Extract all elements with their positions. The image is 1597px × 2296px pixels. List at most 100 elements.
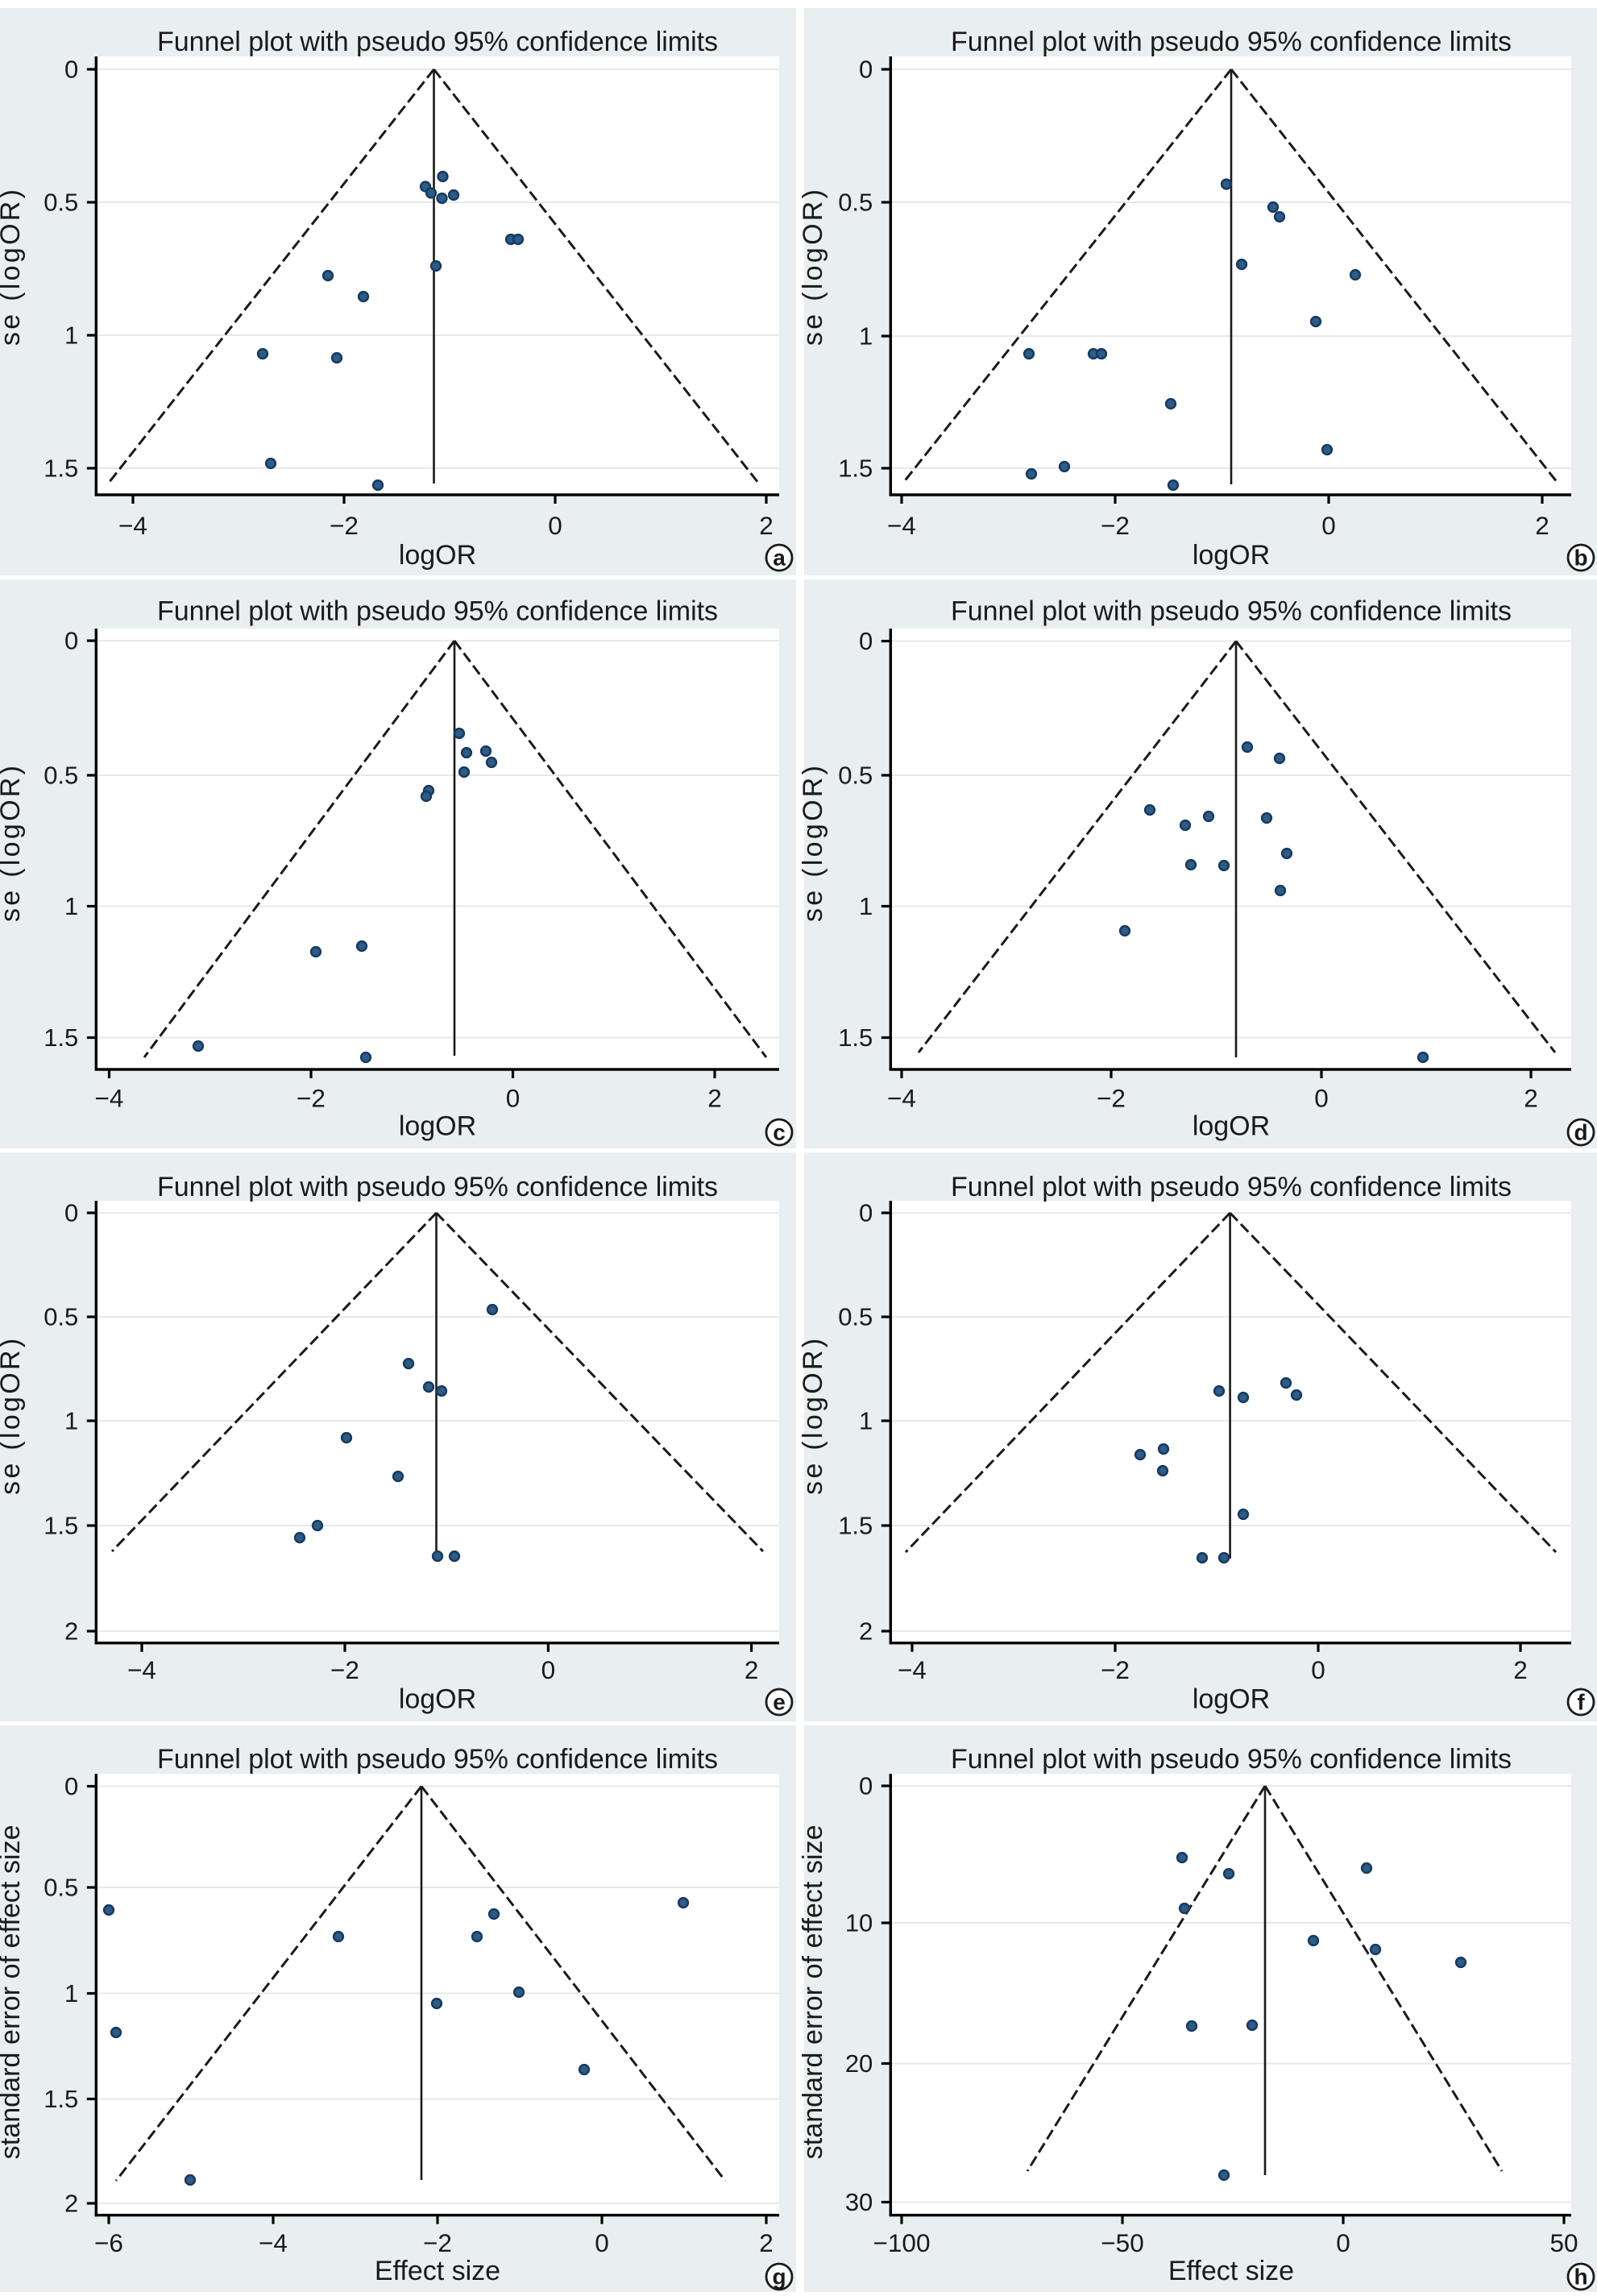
svg-text:−2: −2: [297, 1084, 326, 1113]
svg-text:b: b: [1574, 546, 1587, 571]
svg-text:−2: −2: [330, 511, 359, 540]
svg-text:2: 2: [64, 1617, 78, 1646]
svg-text:0: 0: [64, 1772, 78, 1800]
svg-text:logOR: logOR: [1193, 540, 1270, 571]
svg-text:−4: −4: [95, 1084, 124, 1113]
svg-text:2: 2: [759, 511, 774, 540]
svg-text:0: 0: [1311, 1655, 1325, 1684]
svg-text:1.5: 1.5: [44, 455, 78, 483]
svg-text:−4: −4: [887, 511, 916, 540]
svg-text:2: 2: [64, 2190, 78, 2218]
svg-text:−2: −2: [1101, 1655, 1130, 1684]
svg-text:10: 10: [845, 1909, 873, 1937]
svg-text:1: 1: [64, 1407, 78, 1435]
svg-text:1.5: 1.5: [838, 455, 873, 483]
svg-text:Funnel plot with pseudo 95% co: Funnel plot with pseudo 95% confidence l…: [951, 1172, 1512, 1202]
svg-text:logOR: logOR: [1193, 1684, 1270, 1715]
svg-text:Funnel plot with pseudo 95% co: Funnel plot with pseudo 95% confidence l…: [157, 1172, 718, 1202]
svg-text:0: 0: [64, 1199, 78, 1227]
svg-text:logOR: logOR: [399, 540, 476, 571]
svg-text:Funnel plot with pseudo 95% co: Funnel plot with pseudo 95% confidence l…: [157, 596, 718, 627]
svg-text:standard error of effect size: standard error of effect size: [0, 1825, 26, 2159]
svg-text:Effect size: Effect size: [1168, 2256, 1294, 2286]
svg-text:0: 0: [548, 511, 562, 540]
svg-text:50: 50: [1549, 2228, 1578, 2257]
svg-text:1.5: 1.5: [44, 2085, 78, 2113]
svg-text:1.5: 1.5: [838, 1512, 873, 1540]
svg-text:Funnel plot with pseudo 95% co: Funnel plot with pseudo 95% confidence l…: [951, 27, 1512, 57]
svg-text:−50: −50: [1101, 2228, 1143, 2257]
svg-text:se (logOR): se (logOR): [798, 1339, 828, 1495]
svg-text:1.5: 1.5: [838, 1023, 873, 1052]
svg-text:0: 0: [859, 1772, 873, 1800]
svg-text:0: 0: [859, 1199, 873, 1227]
svg-text:0: 0: [1314, 1084, 1329, 1113]
svg-text:2: 2: [859, 1617, 873, 1646]
svg-text:d: d: [1574, 1120, 1587, 1145]
svg-text:0: 0: [64, 627, 78, 655]
svg-text:0.5: 0.5: [838, 762, 873, 790]
svg-text:se (logOR): se (logOR): [798, 189, 828, 346]
svg-text:−2: −2: [1101, 511, 1130, 540]
svg-text:1: 1: [859, 892, 873, 920]
svg-text:Funnel plot with pseudo 95% co: Funnel plot with pseudo 95% confidence l…: [157, 27, 718, 57]
svg-text:0: 0: [1336, 2228, 1350, 2257]
svg-text:2: 2: [1524, 1084, 1538, 1113]
svg-text:0: 0: [64, 56, 78, 84]
svg-text:−4: −4: [118, 511, 147, 540]
svg-text:se (logOR): se (logOR): [0, 189, 26, 346]
svg-text:Funnel plot with pseudo 95% co: Funnel plot with pseudo 95% confidence l…: [951, 1744, 1512, 1775]
svg-text:−2: −2: [330, 1655, 359, 1684]
svg-text:logOR: logOR: [1193, 1111, 1270, 1142]
svg-text:0.5: 0.5: [838, 1303, 873, 1331]
svg-text:0.5: 0.5: [44, 762, 78, 790]
svg-text:0: 0: [541, 1655, 556, 1684]
svg-text:0: 0: [595, 2228, 609, 2257]
svg-text:standard error of effect size: standard error of effect size: [798, 1825, 828, 2159]
svg-text:e: e: [773, 1690, 786, 1715]
svg-text:g: g: [772, 2265, 786, 2290]
svg-text:a: a: [773, 546, 786, 571]
svg-text:0: 0: [859, 56, 873, 84]
svg-text:−4: −4: [127, 1655, 156, 1684]
svg-text:2: 2: [759, 2228, 774, 2257]
svg-text:1: 1: [64, 1979, 78, 2007]
svg-text:se (logOR): se (logOR): [0, 1339, 26, 1495]
svg-text:1.5: 1.5: [44, 1512, 78, 1540]
svg-text:0: 0: [1321, 511, 1336, 540]
svg-text:Funnel plot with pseudo 95% co: Funnel plot with pseudo 95% confidence l…: [157, 1744, 718, 1775]
svg-text:1: 1: [64, 322, 78, 350]
svg-text:−2: −2: [423, 2228, 452, 2257]
svg-text:30: 30: [845, 2188, 873, 2216]
svg-text:h: h: [1574, 2265, 1587, 2290]
svg-text:Funnel plot with pseudo 95% co: Funnel plot with pseudo 95% confidence l…: [951, 596, 1512, 627]
svg-text:−4: −4: [887, 1084, 916, 1113]
svg-text:0: 0: [506, 1084, 521, 1113]
svg-text:20: 20: [845, 2049, 873, 2078]
svg-text:−4: −4: [898, 1655, 927, 1684]
svg-text:1: 1: [859, 1407, 873, 1435]
svg-text:se (logOR): se (logOR): [0, 766, 26, 922]
svg-text:0.5: 0.5: [44, 189, 78, 217]
svg-text:logOR: logOR: [399, 1111, 476, 1142]
svg-text:c: c: [773, 1120, 786, 1145]
svg-text:f: f: [1577, 1690, 1585, 1715]
svg-text:logOR: logOR: [399, 1684, 476, 1715]
svg-text:1.5: 1.5: [44, 1023, 78, 1052]
svg-text:0.5: 0.5: [44, 1874, 78, 1902]
svg-text:2: 2: [707, 1084, 722, 1113]
svg-text:−100: −100: [873, 2228, 931, 2257]
svg-text:2: 2: [1513, 1655, 1528, 1684]
svg-text:0.5: 0.5: [838, 189, 873, 217]
svg-text:−6: −6: [94, 2228, 123, 2257]
svg-text:0.5: 0.5: [44, 1303, 78, 1331]
svg-text:1: 1: [64, 892, 78, 920]
svg-text:−2: −2: [1097, 1084, 1126, 1113]
svg-text:2: 2: [745, 1655, 759, 1684]
svg-text:2: 2: [1535, 511, 1549, 540]
svg-text:1: 1: [859, 322, 873, 351]
svg-text:0: 0: [859, 627, 873, 655]
svg-text:Effect size: Effect size: [375, 2256, 500, 2286]
svg-text:−4: −4: [259, 2228, 288, 2257]
svg-text:se (logOR): se (logOR): [798, 766, 828, 922]
